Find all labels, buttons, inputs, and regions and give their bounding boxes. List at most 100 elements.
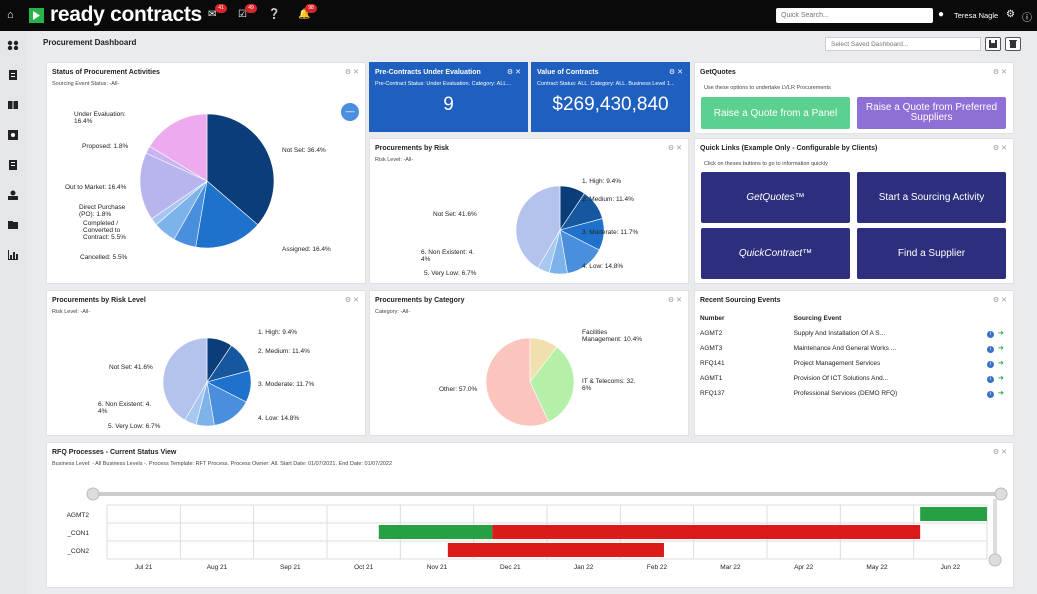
panel-controls[interactable]: ⚙ ✕ [992, 69, 1007, 76]
panel-controls[interactable]: ⚙ ✕ [992, 297, 1007, 304]
user-name[interactable]: Teresa Nagle [954, 11, 999, 20]
clipboard-icon[interactable] [7, 70, 19, 80]
home-icon[interactable]: ⌂ [7, 9, 14, 21]
pie-slice[interactable] [139, 152, 208, 220]
pie-slice[interactable] [149, 113, 208, 182]
pie-label: Facilities [582, 329, 608, 336]
event-name: Professional Services (DEMO RFQ) [793, 390, 898, 397]
panel-title: GetQuotes [700, 69, 736, 76]
help-circle-icon[interactable]: ❔ [268, 9, 281, 20]
save-dashboard-button[interactable] [985, 37, 1001, 51]
book-icon[interactable] [7, 100, 19, 110]
pie-label: Cancelled: 5.5% [80, 254, 128, 261]
table-row[interactable]: AGMT3 Maintenance And General Works ... … [700, 341, 1013, 356]
table-row[interactable]: AGMT2 Supply And Installation Of A S... … [700, 326, 1013, 341]
arrow-right-icon[interactable]: ➜ [998, 345, 1004, 352]
gantt-tick-label: Jan 22 [574, 564, 594, 571]
pie-label: 1. High: 9.4% [582, 178, 622, 185]
user-icon[interactable]: ● [938, 9, 945, 20]
pie-slice[interactable] [195, 180, 259, 249]
saved-dashboard-select[interactable] [825, 37, 981, 51]
delete-dashboard-button[interactable] [1005, 37, 1021, 51]
panel-controls[interactable]: ⚙ ✕ [992, 145, 1007, 152]
panel-title: Procurements by Risk [375, 145, 449, 152]
quick-links-panel: Quick Links (Example Only - Configurable… [694, 138, 1014, 284]
box-icon[interactable] [7, 130, 19, 140]
vertical-scrollbar[interactable] [993, 499, 997, 555]
pie-slice[interactable] [485, 337, 550, 427]
table-row[interactable]: RFQ137 Professional Services (DEMO RFQ) … [700, 386, 1013, 401]
contract-value: $269,430,840 [552, 94, 669, 115]
help-icon[interactable]: ⓘ [1022, 13, 1032, 24]
chat-icon[interactable]: ✉ [208, 9, 217, 20]
info-icon[interactable]: i [987, 331, 995, 338]
info-icon[interactable]: i [987, 391, 995, 398]
panel-controls[interactable]: ⚙ ✕ [667, 145, 682, 152]
getquotes-link-button[interactable]: GetQuotes™ [701, 172, 850, 223]
info-icon[interactable]: i [987, 361, 995, 368]
event-name: Maintenance And General Works ... [793, 345, 897, 352]
gantt-tick-label: Sep 21 [280, 564, 301, 571]
bell-icon[interactable]: 🔔 [298, 9, 311, 20]
folder-icon[interactable] [7, 220, 19, 230]
panel-controls[interactable]: ⚙ ✕ [668, 69, 683, 76]
gantt-tick-label: Jun 22 [941, 564, 961, 571]
pie-slice[interactable] [515, 185, 561, 269]
gear-icon[interactable]: ⚙ [1006, 9, 1015, 20]
raise-quote-preferred-button[interactable]: Raise a Quote from Preferred Suppliers [857, 97, 1006, 129]
dashboard-icon[interactable] [7, 40, 19, 50]
panel-controls[interactable]: ⚙ ✕ [344, 69, 359, 76]
category-panel: Procurements by Category Category: -All-… [369, 290, 689, 436]
pie-slice[interactable] [529, 346, 575, 423]
arrow-right-icon[interactable]: ➜ [998, 330, 1004, 337]
risk-panel: Procurements by Risk Risk Level: -All- ⚙… [369, 138, 689, 284]
gantt-bar[interactable] [492, 525, 921, 539]
panel-controls[interactable]: ⚙ ✕ [667, 297, 682, 304]
gantt-bar[interactable] [920, 507, 987, 521]
gantt-tick-label: Feb 22 [647, 564, 668, 571]
pie-label: IT & Telecoms: 32. [582, 378, 636, 385]
quick-search-input[interactable] [776, 8, 933, 23]
timeline-scrollbar[interactable] [93, 492, 1001, 496]
table-row[interactable]: AGMT1 Provision Of ICT Solutions And... … [700, 371, 1013, 386]
panel-subtitle: Contract Status: ALL. Category: ALL. Bus… [537, 81, 675, 87]
gantt-bar[interactable] [378, 525, 493, 539]
pie-label: Other: 57.0% [439, 386, 478, 393]
find-supplier-button[interactable]: Find a Supplier [857, 228, 1006, 279]
pie-label: 6. Non Existent: 4. [98, 401, 152, 408]
start-sourcing-button[interactable]: Start a Sourcing Activity [857, 172, 1006, 223]
contract-value-panel[interactable]: Value of Contracts Contract Status: ALL.… [531, 62, 690, 132]
arrow-right-icon[interactable]: ➜ [998, 390, 1004, 397]
pre-contracts-panel[interactable]: Pre-Contracts Under Evaluation Pre-Contr… [369, 62, 528, 132]
collapse-button[interactable]: — [341, 103, 359, 121]
logo-icon [29, 8, 44, 23]
info-icon[interactable]: i [987, 376, 995, 383]
pie-label: Contract: 5.5% [83, 234, 126, 241]
panel-controls[interactable]: ⚙ ✕ [992, 449, 1007, 456]
person-icon[interactable] [7, 190, 19, 200]
info-icon[interactable]: i [987, 346, 995, 353]
pie-label: Management: 10.4% [582, 336, 642, 343]
pie-label: 4. Low: 14.8% [582, 263, 624, 270]
table-row[interactable]: RFQ141 Project Management Services i ➜ [700, 356, 1013, 371]
gantt-row-label: AGMT2 [67, 512, 90, 519]
tasks-icon[interactable]: ☑ [238, 9, 247, 20]
gantt-bar[interactable] [447, 543, 664, 557]
panel-controls[interactable]: ⚙ ✕ [344, 297, 359, 304]
scrollbar-handle[interactable] [994, 487, 1008, 501]
pie-slice[interactable] [162, 337, 208, 421]
pie-label: 5. Very Low: 6.7% [424, 270, 477, 277]
panel-controls[interactable]: ⚙ ✕ [506, 69, 521, 76]
pie-label: 16.4% [74, 118, 93, 125]
documents-icon[interactable] [7, 160, 19, 170]
raise-quote-panel-button[interactable]: Raise a Quote from a Panel [701, 97, 850, 129]
quickcontract-link-button[interactable]: QuickContract™ [701, 228, 850, 279]
risk-pie-chart [515, 185, 605, 275]
scrollbar-handle[interactable] [988, 553, 1002, 567]
pie-slice[interactable] [206, 113, 275, 226]
chart-icon[interactable] [7, 250, 19, 260]
scrollbar-handle[interactable] [86, 487, 100, 501]
arrow-right-icon[interactable]: ➜ [998, 375, 1004, 382]
event-number: RFQ137 [700, 390, 725, 397]
arrow-right-icon[interactable]: ➜ [998, 360, 1004, 367]
